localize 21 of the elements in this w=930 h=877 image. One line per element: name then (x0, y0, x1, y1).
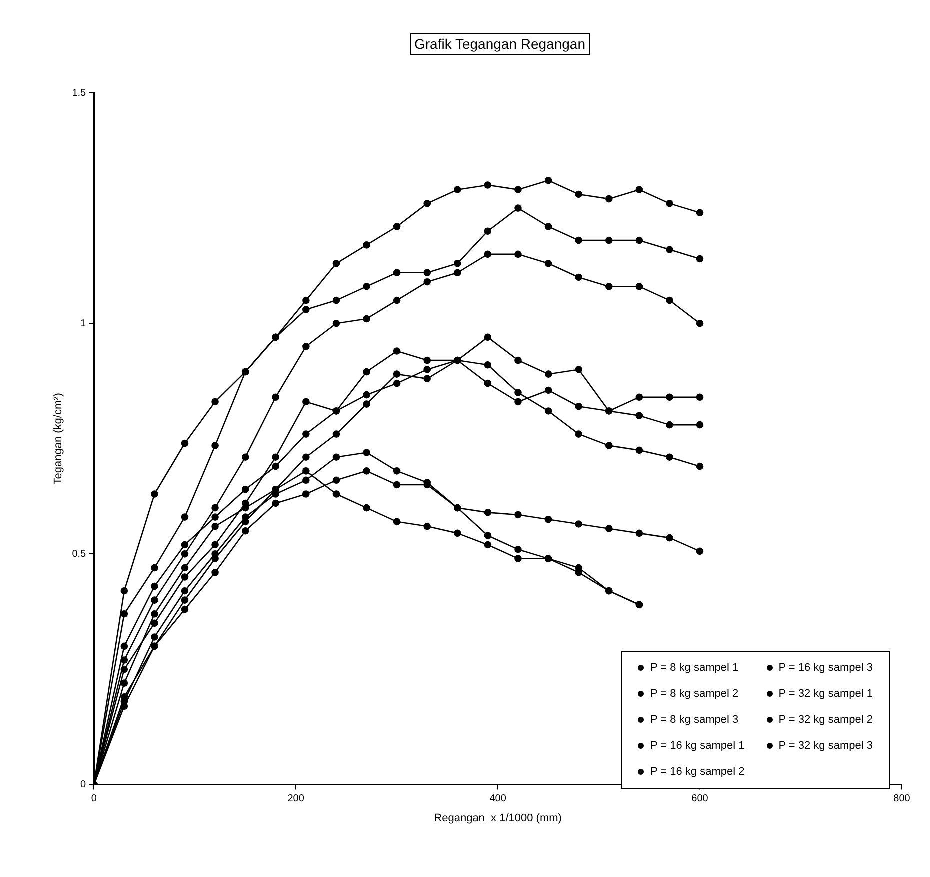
chart-title: Grafik Tegangan Regangan (410, 33, 590, 55)
legend-label: P = 16 kg sampel 3 (778, 662, 873, 674)
legend-label: P = 32 kg sampel 1 (778, 688, 873, 700)
y-axis-title: Tegangan (kg/cm²) (52, 393, 65, 485)
x-tick-label: 200 (288, 794, 305, 805)
legend-label: P = 8 kg sampel 1 (650, 662, 739, 674)
x-tick-label: 0 (91, 794, 98, 805)
legend-label: P = 32 kg sampel 2 (778, 714, 873, 726)
y-tick-label: 1 (80, 318, 87, 330)
legend-label: P = 8 kg sampel 3 (650, 714, 739, 726)
y-tick-label: 0 (80, 780, 87, 791)
y-tick-label: 0.5 (72, 548, 87, 560)
legend-label: P = 8 kg sampel 2 (650, 688, 739, 700)
x-tick-label: 400 (490, 794, 507, 805)
y-tick-label: 1.5 (72, 88, 87, 99)
x-axis-title: Regangan x 1/1000 (mm) (434, 812, 562, 824)
legend-label: P = 16 kg sampel 2 (650, 766, 745, 778)
legend-label: P = 16 kg sampel 1 (650, 740, 745, 752)
legend-label: P = 32 kg sampel 3 (778, 740, 873, 752)
x-tick-label: 600 (692, 794, 709, 805)
x-tick-label: 800 (894, 794, 911, 805)
